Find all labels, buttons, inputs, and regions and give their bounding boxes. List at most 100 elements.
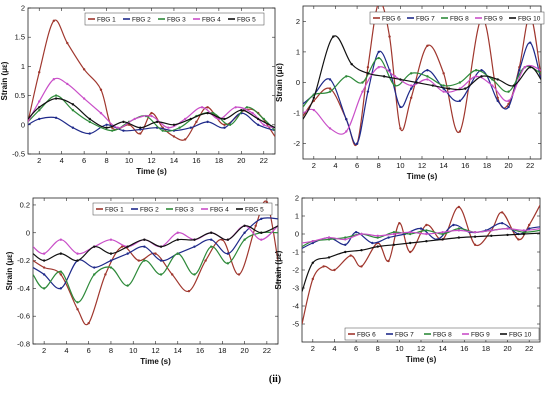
data-point [200, 106, 204, 109]
y-tick-label: 0 [295, 230, 299, 239]
data-point [425, 223, 428, 227]
data-point [500, 222, 504, 225]
data-point [237, 273, 241, 276]
x-tick-label: 2 [37, 156, 41, 165]
data-point [38, 106, 41, 109]
data-point [345, 130, 348, 133]
data-point [507, 105, 510, 109]
data-point [522, 232, 525, 236]
x-axis-label: Time (s) [406, 355, 437, 364]
x-tick-label: 16 [196, 346, 204, 355]
data-point [419, 227, 423, 230]
data-point [122, 120, 125, 124]
data-point [376, 234, 379, 237]
data-point [209, 245, 213, 248]
data-point [425, 229, 428, 232]
x-tick-label: 16 [461, 161, 469, 170]
legend-label: FBG 10 [509, 331, 532, 338]
legend-box [84, 12, 265, 26]
x-tick-label: 4 [332, 344, 336, 353]
data-point [42, 266, 46, 269]
data-point [187, 289, 191, 293]
data-point [425, 232, 428, 236]
data-point [344, 238, 347, 241]
data-point [262, 117, 265, 121]
x-tick-label: 14 [439, 161, 447, 170]
x-tick-label: 12 [151, 346, 159, 355]
series-line-fbg-2 [28, 112, 275, 135]
data-point [139, 126, 142, 129]
data-point [52, 19, 56, 23]
data-point [126, 284, 129, 287]
x-tick-label: 14 [438, 344, 446, 353]
data-point [399, 78, 402, 81]
data-point [76, 252, 79, 255]
data-point [99, 88, 103, 91]
x-tick-label: 6 [355, 161, 359, 170]
data-point [209, 238, 213, 241]
data-point [387, 259, 390, 263]
legend-label: FBG 5 [245, 206, 264, 213]
data-point [345, 75, 348, 78]
data-point [193, 273, 196, 276]
data-point [507, 90, 510, 93]
y-tick-label: 0 [21, 120, 25, 129]
x-tick-label: 6 [354, 344, 358, 353]
data-point [376, 236, 379, 239]
data-point [457, 229, 461, 232]
data-point [426, 44, 429, 47]
data-point [328, 87, 332, 90]
legend-label: FBG 2 [140, 206, 159, 213]
data-point [345, 118, 348, 121]
data-point [59, 252, 63, 255]
data-point [409, 96, 413, 100]
data-point [415, 81, 418, 84]
data-point [76, 301, 79, 304]
x-axis-label: Time (s) [136, 167, 167, 176]
data-point [209, 231, 213, 234]
x-tick-label: 2 [311, 344, 315, 353]
data-point [223, 117, 226, 121]
data-point [398, 222, 401, 225]
data-point [332, 35, 335, 38]
data-point [431, 84, 435, 87]
data-point [93, 245, 96, 248]
data-point [496, 96, 499, 100]
x-tick-label: 18 [482, 344, 490, 353]
data-point [240, 109, 243, 112]
legend-label: FBG 7 [416, 15, 435, 22]
data-point [126, 245, 129, 248]
series-group [33, 200, 278, 326]
data-point [256, 117, 260, 121]
series-line-fbg-5 [28, 97, 275, 129]
data-point [254, 224, 257, 228]
data-point [42, 287, 46, 290]
data-point [366, 72, 370, 75]
x-tick-label: 12 [147, 156, 155, 165]
data-point [457, 236, 461, 239]
legend-label: FBG 4 [202, 16, 221, 23]
data-point [522, 231, 525, 234]
data-point [143, 259, 146, 262]
data-point [506, 233, 509, 237]
x-tick-label: 8 [376, 344, 380, 353]
data-point [491, 84, 494, 87]
data-point [193, 245, 196, 248]
x-tick-label: 14 [174, 346, 182, 355]
data-point [458, 99, 462, 103]
data-point [228, 123, 232, 127]
legend-box [344, 327, 540, 341]
data-point [155, 120, 159, 124]
data-point [223, 123, 226, 127]
data-point [377, 66, 380, 69]
data-point [143, 238, 146, 241]
data-point [52, 78, 56, 81]
data-point [354, 231, 358, 234]
data-point [122, 129, 125, 132]
data-point [42, 252, 46, 255]
data-point [99, 111, 103, 115]
data-point [408, 231, 412, 234]
data-point [150, 111, 153, 115]
